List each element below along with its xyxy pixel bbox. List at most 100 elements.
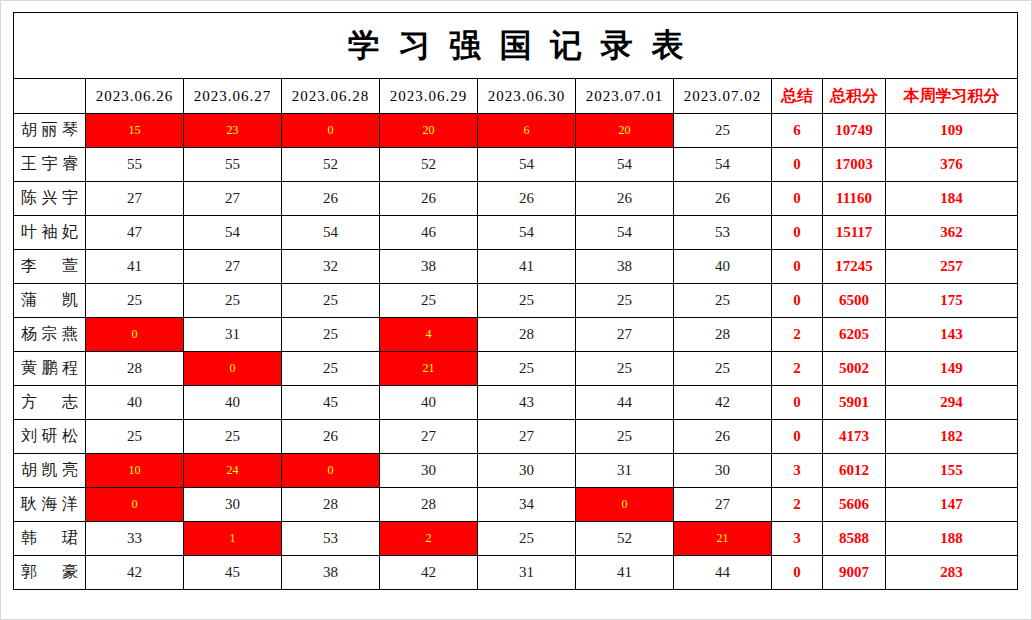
daily-score-cell: 45 xyxy=(184,556,282,590)
table-row: 黄鹏程280252125252525002149 xyxy=(14,352,1018,386)
total-points-cell: 17245 xyxy=(823,250,886,284)
total-points-cell: 15117 xyxy=(823,216,886,250)
daily-score-cell: 30 xyxy=(184,488,282,522)
col-header-date: 2023.07.02 xyxy=(674,79,772,114)
table-row: 叶袖妃47545446545453015117362 xyxy=(14,216,1018,250)
daily-score-cell-highlighted: 0 xyxy=(282,114,380,148)
daily-score-cell: 28 xyxy=(380,488,478,522)
row-name: 方志 xyxy=(14,386,86,420)
summary-count-cell: 0 xyxy=(772,250,823,284)
table-row: 刘研松2525262727252604173182 xyxy=(14,420,1018,454)
daily-score-cell: 25 xyxy=(674,114,772,148)
daily-score-cell: 38 xyxy=(380,250,478,284)
table-row: 韩珺33153225522138588188 xyxy=(14,522,1018,556)
row-name: 黄鹏程 xyxy=(14,352,86,386)
summary-count-cell: 0 xyxy=(772,386,823,420)
daily-score-cell: 25 xyxy=(282,284,380,318)
table-row: 王宇睿55555252545454017003376 xyxy=(14,148,1018,182)
daily-score-cell: 32 xyxy=(282,250,380,284)
daily-score-cell: 27 xyxy=(674,488,772,522)
col-header-summary: 总积分 xyxy=(823,79,886,114)
row-name: 杨宗燕 xyxy=(14,318,86,352)
summary-count-cell: 0 xyxy=(772,182,823,216)
col-header-date: 2023.06.29 xyxy=(380,79,478,114)
daily-score-cell: 25 xyxy=(380,284,478,318)
daily-score-cell: 25 xyxy=(282,318,380,352)
total-points-cell: 6012 xyxy=(823,454,886,488)
daily-score-cell: 54 xyxy=(478,216,576,250)
daily-score-cell-highlighted: 21 xyxy=(380,352,478,386)
week-points-cell: 109 xyxy=(886,114,1018,148)
summary-count-cell: 0 xyxy=(772,216,823,250)
row-name: 胡凯亮 xyxy=(14,454,86,488)
daily-score-cell: 25 xyxy=(478,284,576,318)
daily-score-cell: 26 xyxy=(282,420,380,454)
week-points-cell: 182 xyxy=(886,420,1018,454)
daily-score-cell: 46 xyxy=(380,216,478,250)
total-points-cell: 6205 xyxy=(823,318,886,352)
column-header-row: 2023.06.262023.06.272023.06.282023.06.29… xyxy=(14,79,1018,114)
total-points-cell: 6500 xyxy=(823,284,886,318)
summary-count-cell: 6 xyxy=(772,114,823,148)
table-row: 胡凯亮102403030313036012155 xyxy=(14,454,1018,488)
daily-score-cell: 25 xyxy=(576,352,674,386)
daily-score-cell: 52 xyxy=(380,148,478,182)
daily-score-cell: 33 xyxy=(86,522,184,556)
daily-score-cell: 52 xyxy=(576,522,674,556)
daily-score-cell: 28 xyxy=(478,318,576,352)
daily-score-cell: 54 xyxy=(478,148,576,182)
daily-score-cell-highlighted: 0 xyxy=(282,454,380,488)
table-row: 李萱41273238413840017245257 xyxy=(14,250,1018,284)
week-points-cell: 294 xyxy=(886,386,1018,420)
week-points-cell: 184 xyxy=(886,182,1018,216)
daily-score-cell-highlighted: 24 xyxy=(184,454,282,488)
daily-score-cell: 44 xyxy=(576,386,674,420)
daily-score-cell: 52 xyxy=(282,148,380,182)
daily-score-cell-highlighted: 20 xyxy=(576,114,674,148)
table-row: 杨宗燕03125428272826205143 xyxy=(14,318,1018,352)
study-record-table: 学习强国记录表 2023.06.262023.06.272023.06.2820… xyxy=(13,12,1018,590)
summary-count-cell: 2 xyxy=(772,488,823,522)
daily-score-cell: 25 xyxy=(184,284,282,318)
daily-score-cell: 26 xyxy=(380,182,478,216)
col-header-date: 2023.06.26 xyxy=(86,79,184,114)
daily-score-cell: 26 xyxy=(478,182,576,216)
daily-score-cell: 25 xyxy=(478,522,576,556)
daily-score-cell: 31 xyxy=(184,318,282,352)
summary-count-cell: 0 xyxy=(772,148,823,182)
daily-score-cell: 40 xyxy=(86,386,184,420)
total-points-cell: 9007 xyxy=(823,556,886,590)
daily-score-cell: 31 xyxy=(478,556,576,590)
daily-score-cell-highlighted: 0 xyxy=(576,488,674,522)
row-name: 耿海洋 xyxy=(14,488,86,522)
week-points-cell: 283 xyxy=(886,556,1018,590)
week-points-cell: 376 xyxy=(886,148,1018,182)
daily-score-cell: 41 xyxy=(86,250,184,284)
daily-score-cell: 25 xyxy=(576,284,674,318)
summary-count-cell: 0 xyxy=(772,556,823,590)
daily-score-cell: 28 xyxy=(86,352,184,386)
daily-score-cell: 26 xyxy=(674,182,772,216)
daily-score-cell: 42 xyxy=(86,556,184,590)
summary-count-cell: 0 xyxy=(772,420,823,454)
daily-score-cell: 38 xyxy=(282,556,380,590)
summary-count-cell: 2 xyxy=(772,318,823,352)
title-row: 学习强国记录表 xyxy=(14,13,1018,79)
col-header-summary: 本周学习积分 xyxy=(886,79,1018,114)
table-row: 胡丽琴152302062025610749109 xyxy=(14,114,1018,148)
row-name: 郭豪 xyxy=(14,556,86,590)
daily-score-cell: 54 xyxy=(576,148,674,182)
table-row: 陈兴宇27272626262626011160184 xyxy=(14,182,1018,216)
daily-score-cell-highlighted: 1 xyxy=(184,522,282,556)
row-name: 王宇睿 xyxy=(14,148,86,182)
corner-cell xyxy=(14,79,86,114)
total-points-cell: 17003 xyxy=(823,148,886,182)
daily-score-cell-highlighted: 0 xyxy=(184,352,282,386)
total-points-cell: 10749 xyxy=(823,114,886,148)
row-name: 陈兴宇 xyxy=(14,182,86,216)
daily-score-cell: 25 xyxy=(282,352,380,386)
daily-score-cell: 26 xyxy=(674,420,772,454)
total-points-cell: 8588 xyxy=(823,522,886,556)
daily-score-cell: 43 xyxy=(478,386,576,420)
page-title: 学习强国记录表 xyxy=(14,13,1018,79)
